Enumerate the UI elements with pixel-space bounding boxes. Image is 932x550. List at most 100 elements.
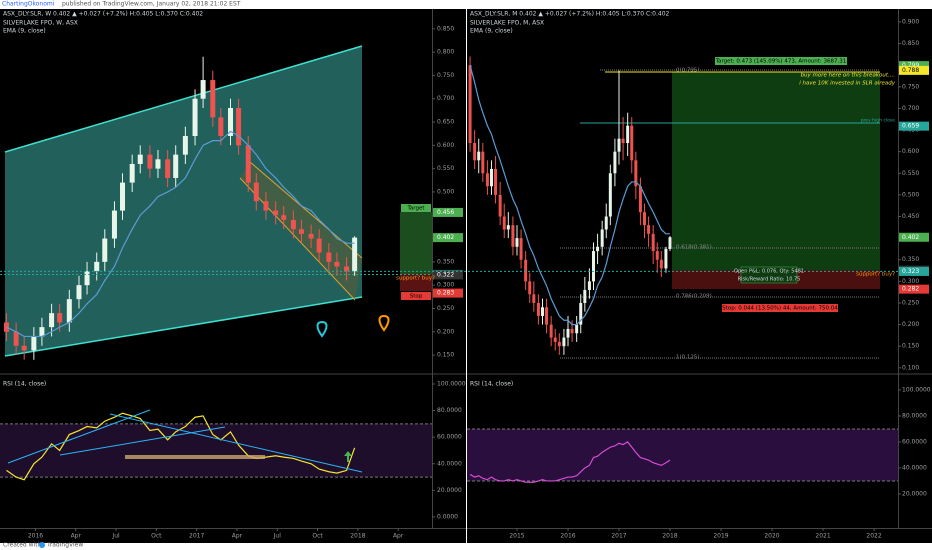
candle-body bbox=[111, 210, 117, 239]
y-tick-label: 0.250 bbox=[437, 305, 454, 312]
price-tag bbox=[899, 61, 929, 71]
y-tick-label: 0.250 bbox=[902, 299, 919, 306]
price-tag-label: 0.323 bbox=[902, 268, 919, 275]
rsi-band bbox=[467, 428, 898, 481]
axes: 0.1000.1500.2000.2500.3000.3500.4000.450… bbox=[509, 18, 930, 539]
candle-body bbox=[57, 313, 63, 323]
candle-body bbox=[651, 233, 655, 252]
price-tag-label: 0.402 bbox=[902, 234, 919, 241]
price-pane bbox=[3, 56, 358, 360]
x-tick-label: 2021 bbox=[815, 533, 830, 540]
candle-body bbox=[192, 98, 198, 136]
rsi-tick-label: 40.0000 bbox=[902, 464, 927, 471]
price-pane bbox=[468, 56, 672, 355]
price-tag-label: 0.282 bbox=[902, 286, 919, 293]
x-tick-label: 2016 bbox=[28, 533, 43, 540]
marker bbox=[378, 314, 390, 332]
fib-label: 0(0.795) bbox=[676, 68, 700, 74]
rsi-band bbox=[0, 423, 432, 478]
candle-body bbox=[587, 281, 591, 291]
target-zone bbox=[400, 212, 432, 274]
price-tag bbox=[899, 121, 929, 131]
x-tick-label: 2019 bbox=[713, 533, 728, 540]
rsi-pane bbox=[0, 412, 432, 481]
candle-body bbox=[575, 324, 579, 334]
candle-body bbox=[621, 138, 625, 144]
x-tick-label: Apr bbox=[71, 533, 82, 540]
rsi-tick-label: 20.0000 bbox=[902, 490, 927, 497]
candle-body bbox=[473, 143, 477, 161]
candle-body bbox=[49, 313, 55, 328]
candle-body bbox=[583, 290, 587, 303]
trend-channel bbox=[5, 46, 362, 356]
y-tick-label: 0.100 bbox=[902, 364, 919, 371]
rsi-zone bbox=[125, 455, 265, 459]
y-tick-label: 0.300 bbox=[437, 282, 454, 289]
y-tick-label: 0.300 bbox=[902, 278, 919, 285]
price-tag bbox=[433, 233, 463, 243]
price-tag-label: 0.322 bbox=[437, 271, 454, 278]
pl-box bbox=[740, 266, 798, 284]
x-tick-label: 2017 bbox=[611, 533, 626, 540]
candle-body bbox=[481, 151, 485, 174]
rsi-tick-label: 100.0000 bbox=[902, 386, 931, 393]
stop-tag bbox=[401, 292, 431, 300]
stop-tag bbox=[722, 304, 838, 312]
candle-body bbox=[519, 238, 523, 260]
candle-body bbox=[630, 125, 634, 161]
candle-body bbox=[344, 266, 350, 272]
candle-body bbox=[613, 151, 617, 174]
candle-body bbox=[659, 259, 663, 269]
ticker: ASX_DLY:SLR, W 0.402 ▲ +0.027 (+7.2%) H:… bbox=[3, 11, 203, 18]
price-tag-label: 0.788 bbox=[902, 67, 919, 74]
y-tick-label: 0.850 bbox=[437, 25, 454, 32]
candle-body bbox=[655, 251, 659, 260]
candle-body bbox=[562, 337, 566, 347]
candle-body bbox=[298, 229, 304, 234]
y-tick-label: 0.850 bbox=[902, 40, 919, 47]
rsi-pane bbox=[467, 428, 898, 483]
target-tag-text: Target bbox=[406, 206, 425, 212]
candle-body bbox=[643, 212, 647, 226]
fib-label: 0.786(0.209) bbox=[676, 294, 712, 300]
y-tick-label: 0.350 bbox=[902, 256, 919, 263]
note: support? buy? bbox=[396, 276, 435, 282]
candle-body bbox=[557, 341, 561, 347]
ema-line bbox=[6, 130, 355, 338]
candle-body bbox=[31, 336, 37, 351]
rsi-tick-label: 100.0000 bbox=[437, 380, 466, 387]
marker bbox=[316, 320, 328, 338]
candle-body bbox=[549, 324, 553, 338]
price-tag bbox=[433, 270, 463, 280]
chart-title: SILVERLAKE FPO, M, ASX bbox=[470, 20, 544, 27]
candle-body bbox=[506, 225, 510, 230]
candle-body bbox=[545, 307, 549, 325]
price-tag bbox=[433, 288, 463, 298]
footer-brand: TradingView bbox=[46, 542, 83, 549]
y-tick-label: 0.750 bbox=[902, 83, 919, 90]
y-tick-label: 0.500 bbox=[437, 188, 454, 195]
price-tag bbox=[899, 65, 929, 75]
candle-body bbox=[498, 194, 502, 217]
y-tick-label: 0.200 bbox=[437, 328, 454, 335]
candle-body bbox=[524, 259, 528, 282]
rsi-tick-label: 60.0000 bbox=[902, 438, 927, 445]
y-tick-label: 0.800 bbox=[437, 49, 454, 56]
rsi-line bbox=[6, 412, 356, 481]
target-tag bbox=[401, 204, 431, 212]
indicator-label: EMA (9, close) bbox=[470, 28, 513, 35]
candle-body bbox=[253, 182, 259, 202]
candle-body bbox=[489, 168, 493, 187]
x-tick-label: Apr bbox=[393, 533, 404, 540]
x-tick-label: 2022 bbox=[866, 533, 881, 540]
annotations: ChartingOkonomi published on TradingView… bbox=[2, 1, 896, 549]
candle-body bbox=[334, 261, 340, 267]
candle-body bbox=[532, 294, 536, 303]
down-channel-line bbox=[239, 177, 356, 301]
x-tick-label: Jul bbox=[273, 533, 282, 540]
rsi-trendline bbox=[59, 426, 226, 456]
ema-line bbox=[469, 65, 671, 326]
y-tick-label: 0.700 bbox=[902, 105, 919, 112]
rsi-tick-label: 40.0000 bbox=[437, 460, 462, 467]
author: ChartingOkonomi bbox=[2, 1, 55, 8]
